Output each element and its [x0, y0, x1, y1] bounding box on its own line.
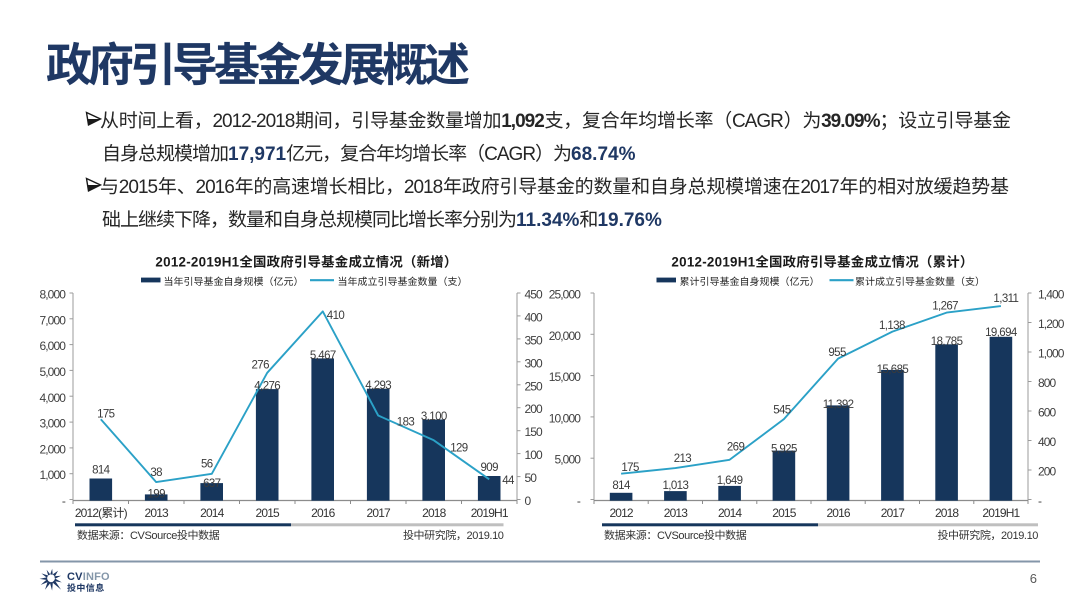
svg-text:2017: 2017 — [367, 506, 391, 520]
svg-text:269: 269 — [727, 442, 745, 454]
svg-text:4,000: 4,000 — [39, 391, 66, 405]
svg-text:129: 129 — [450, 443, 468, 455]
svg-text:800: 800 — [1038, 376, 1057, 390]
svg-text:18,785: 18,785 — [931, 336, 963, 348]
svg-text:1,267: 1,267 — [932, 301, 958, 313]
svg-text:2016: 2016 — [826, 506, 850, 520]
svg-text:175: 175 — [621, 462, 639, 474]
svg-text:6,000: 6,000 — [39, 339, 66, 353]
svg-text:545: 545 — [773, 405, 791, 417]
svg-text:1,400: 1,400 — [1038, 288, 1065, 302]
svg-text:2018: 2018 — [422, 506, 446, 520]
svg-text:909: 909 — [481, 462, 499, 474]
svg-text:250: 250 — [525, 379, 544, 393]
svg-text:38: 38 — [150, 467, 162, 479]
svg-text:200: 200 — [525, 402, 544, 416]
svg-text:1,013: 1,013 — [663, 480, 689, 492]
svg-text:当年引导基金自身规模（亿元）: 当年引导基金自身规模（亿元） — [164, 276, 304, 288]
svg-text:400: 400 — [1038, 435, 1057, 449]
svg-text:15,000: 15,000 — [549, 370, 582, 384]
svg-text:2,000: 2,000 — [39, 442, 66, 456]
svg-text:20,000: 20,000 — [549, 329, 582, 343]
svg-text:100: 100 — [525, 448, 544, 462]
svg-text:2014: 2014 — [200, 506, 224, 520]
svg-text:25,000: 25,000 — [549, 288, 582, 302]
svg-text:4,276: 4,276 — [254, 381, 280, 393]
svg-text:当年成立引导基金数量（支）: 当年成立引导基金数量（支） — [338, 276, 468, 288]
svg-text:-: - — [62, 494, 66, 508]
svg-text:2019H1: 2019H1 — [471, 506, 509, 520]
svg-text:累计成立引导基金数量（支）: 累计成立引导基金数量（支） — [855, 276, 985, 288]
svg-text:300: 300 — [525, 356, 544, 370]
svg-text:数据来源：CVSource投中数据: 数据来源：CVSource投中数据 — [77, 529, 220, 542]
svg-text:56: 56 — [201, 459, 213, 471]
svg-text:5,467: 5,467 — [310, 350, 336, 362]
svg-text:投中研究院，2019.10: 投中研究院，2019.10 — [937, 529, 1038, 542]
svg-text:450: 450 — [525, 288, 544, 302]
svg-text:5,925: 5,925 — [771, 444, 797, 456]
svg-text:数据来源：CVSource投中数据: 数据来源：CVSource投中数据 — [604, 529, 747, 542]
svg-text:410: 410 — [327, 310, 345, 322]
svg-text:2018: 2018 — [935, 506, 959, 520]
svg-text:3,000: 3,000 — [39, 417, 66, 431]
svg-text:814: 814 — [92, 465, 111, 477]
svg-text:814: 814 — [612, 480, 631, 492]
svg-text:1,311: 1,311 — [993, 293, 1018, 305]
svg-text:1,138: 1,138 — [879, 320, 905, 332]
svg-text:2019H1: 2019H1 — [982, 506, 1020, 520]
svg-text:400: 400 — [525, 310, 544, 324]
svg-text:2012(累计): 2012(累计) — [75, 506, 128, 520]
svg-text:11,392: 11,392 — [823, 399, 854, 411]
svg-text:600: 600 — [1038, 406, 1057, 420]
svg-text:累计引导基金自身规模（亿元）: 累计引导基金自身规模（亿元） — [680, 276, 820, 288]
svg-text:1,000: 1,000 — [1038, 347, 1065, 361]
svg-text:3,100: 3,100 — [421, 411, 447, 423]
svg-text:183: 183 — [397, 417, 415, 429]
svg-text:7,000: 7,000 — [39, 313, 66, 327]
svg-text:-: - — [1038, 494, 1042, 508]
svg-text:4,293: 4,293 — [365, 380, 391, 392]
svg-text:350: 350 — [525, 333, 544, 347]
svg-text:175: 175 — [97, 409, 115, 421]
svg-text:0: 0 — [525, 494, 532, 508]
svg-text:5,000: 5,000 — [554, 453, 581, 467]
svg-text:50: 50 — [525, 471, 538, 485]
svg-text:150: 150 — [525, 425, 544, 439]
svg-text:637: 637 — [203, 478, 221, 490]
svg-text:2012-2019H1全国政府引导基金成立情况（累计）: 2012-2019H1全国政府引导基金成立情况（累计） — [671, 255, 973, 270]
svg-text:1,200: 1,200 — [1038, 317, 1065, 331]
svg-text:2017: 2017 — [881, 506, 905, 520]
svg-text:213: 213 — [674, 453, 692, 465]
svg-text:1,649: 1,649 — [717, 475, 743, 487]
svg-text:10,000: 10,000 — [549, 411, 582, 425]
svg-text:2013: 2013 — [664, 506, 688, 520]
svg-text:2014: 2014 — [718, 506, 742, 520]
svg-text:投中研究院，2019.10: 投中研究院，2019.10 — [403, 529, 504, 542]
svg-text:2015: 2015 — [772, 506, 796, 520]
svg-text:1,000: 1,000 — [39, 468, 66, 482]
svg-text:2013: 2013 — [145, 506, 169, 520]
svg-text:2012-2019H1全国政府引导基金成立情况（新增）: 2012-2019H1全国政府引导基金成立情况（新增） — [155, 255, 457, 270]
svg-text:-: - — [577, 494, 581, 508]
svg-text:44: 44 — [502, 475, 515, 487]
svg-text:955: 955 — [828, 347, 846, 359]
svg-text:2016: 2016 — [311, 506, 335, 520]
svg-text:8,000: 8,000 — [39, 288, 66, 302]
svg-text:2012: 2012 — [609, 506, 633, 520]
svg-text:15,685: 15,685 — [877, 364, 909, 376]
svg-text:276: 276 — [252, 360, 270, 372]
svg-text:2015: 2015 — [256, 506, 280, 520]
svg-text:19,694: 19,694 — [985, 327, 1018, 339]
svg-text:199: 199 — [148, 489, 166, 501]
svg-text:200: 200 — [1038, 465, 1057, 479]
svg-text:5,000: 5,000 — [39, 365, 66, 379]
